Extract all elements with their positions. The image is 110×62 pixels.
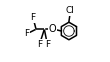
Text: F: F (37, 40, 42, 49)
Text: F: F (24, 29, 29, 38)
Text: F: F (45, 40, 50, 49)
Text: O: O (49, 24, 56, 34)
Text: F: F (31, 13, 36, 22)
Text: Cl: Cl (66, 7, 75, 16)
